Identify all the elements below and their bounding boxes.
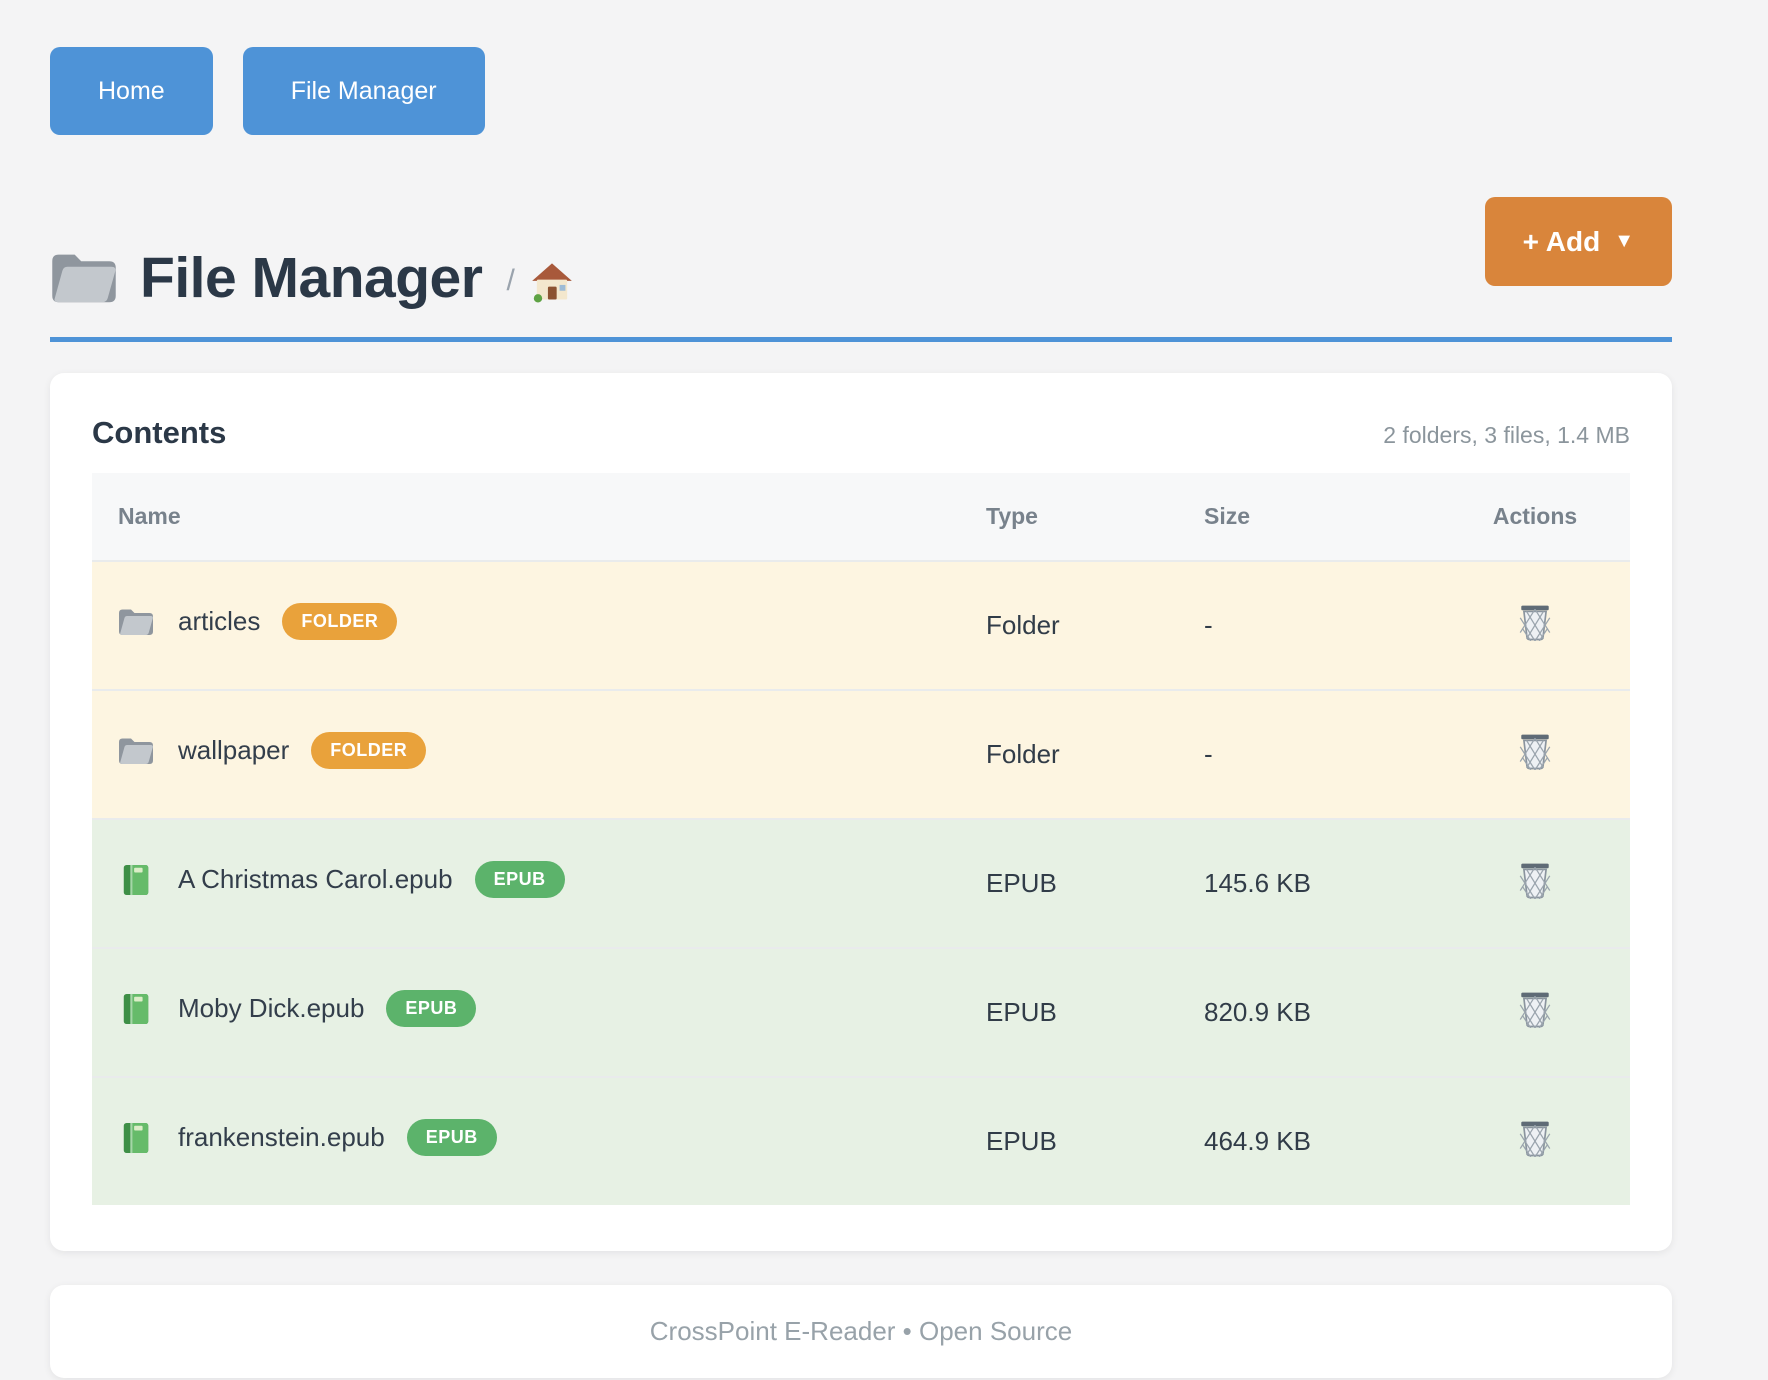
size-cell: - — [1204, 739, 1213, 769]
contents-card-header: Contents 2 folders, 3 files, 1.4 MB — [92, 415, 1630, 451]
column-header-name: Name — [92, 473, 960, 561]
file-table: Name Type Size Actions articles FOLDER F… — [92, 473, 1630, 1205]
delete-button[interactable] — [1518, 1119, 1552, 1157]
delete-button[interactable] — [1518, 861, 1552, 899]
trash-icon — [1518, 990, 1552, 1028]
type-badge: EPUB — [386, 990, 477, 1027]
footer: CrossPoint E-Reader • Open Source — [50, 1285, 1672, 1378]
book-icon — [118, 864, 154, 896]
contents-card: Contents 2 folders, 3 files, 1.4 MB Name… — [50, 373, 1672, 1251]
file-name[interactable]: frankenstein.epub — [178, 1122, 385, 1152]
file-name[interactable]: articles — [178, 606, 261, 636]
file-name[interactable]: wallpaper — [178, 735, 290, 765]
top-nav: Home File Manager — [50, 47, 1672, 135]
file-name[interactable]: Moby Dick.epub — [178, 993, 365, 1023]
table-header-row: Name Type Size Actions — [92, 473, 1630, 561]
file-manager-button[interactable]: File Manager — [242, 47, 485, 135]
folder-icon — [118, 606, 154, 638]
type-cell: EPUB — [986, 868, 1057, 898]
table-row[interactable]: frankenstein.epub EPUB EPUB 464.9 KB — [92, 1077, 1630, 1205]
add-button-label: + Add — [1522, 225, 1601, 257]
table-row[interactable]: articles FOLDER Folder - — [92, 561, 1630, 690]
page-title: File Manager — [140, 246, 483, 310]
contents-title: Contents — [92, 415, 227, 450]
house-icon[interactable] — [531, 261, 573, 303]
column-header-type: Type — [960, 473, 1178, 561]
book-icon — [118, 993, 154, 1025]
type-cell: Folder — [986, 739, 1060, 769]
type-badge: FOLDER — [282, 603, 398, 640]
type-cell: Folder — [986, 610, 1060, 640]
contents-summary: 2 folders, 3 files, 1.4 MB — [1383, 422, 1630, 448]
type-badge: FOLDER — [311, 732, 427, 769]
trash-icon — [1518, 732, 1552, 770]
folder-icon — [118, 735, 154, 767]
breadcrumb-separator: / — [506, 264, 515, 297]
delete-button[interactable] — [1518, 990, 1552, 1028]
size-cell: 464.9 KB — [1204, 1126, 1311, 1156]
trash-icon — [1518, 603, 1552, 641]
book-icon — [118, 1122, 154, 1154]
type-badge: EPUB — [406, 1119, 497, 1156]
type-cell: EPUB — [986, 997, 1057, 1027]
size-cell: 145.6 KB — [1204, 868, 1311, 898]
trash-icon — [1518, 1119, 1552, 1157]
trash-icon — [1518, 861, 1552, 899]
size-cell: - — [1204, 610, 1213, 640]
type-badge: EPUB — [474, 861, 565, 898]
column-header-size: Size — [1178, 473, 1440, 561]
home-button[interactable]: Home — [50, 47, 213, 135]
file-table-body: articles FOLDER Folder - wallpaper FOLDE… — [92, 561, 1630, 1205]
footer-text: CrossPoint E-Reader • Open Source — [649, 1316, 1073, 1346]
delete-button[interactable] — [1518, 603, 1552, 641]
table-row[interactable]: wallpaper FOLDER Folder - — [92, 690, 1630, 819]
size-cell: 820.9 KB — [1204, 997, 1311, 1027]
column-header-actions: Actions — [1440, 473, 1630, 561]
chevron-down-icon: ▼ — [1614, 230, 1634, 252]
page-header: File Manager / + Add ▼ — [50, 197, 1672, 311]
delete-button[interactable] — [1518, 732, 1552, 770]
title-group: File Manager / — [50, 245, 573, 311]
file-name[interactable]: A Christmas Carol.epub — [178, 864, 453, 894]
title-divider — [50, 337, 1672, 342]
folder-icon — [50, 250, 118, 306]
table-row[interactable]: Moby Dick.epub EPUB EPUB 820.9 KB — [92, 948, 1630, 1077]
add-button[interactable]: + Add ▼ — [1484, 197, 1672, 286]
table-row[interactable]: A Christmas Carol.epub EPUB EPUB 145.6 K… — [92, 819, 1630, 948]
type-cell: EPUB — [986, 1126, 1057, 1156]
